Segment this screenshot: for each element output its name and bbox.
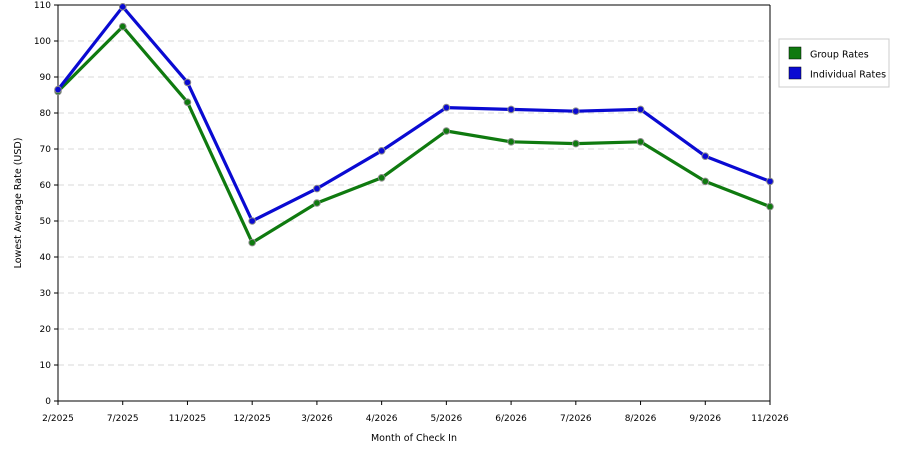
x-tick-label: 7/2025 xyxy=(107,414,139,424)
data-point-group-rates xyxy=(701,177,710,186)
data-point-individual-rates xyxy=(701,152,710,160)
y-tick-label: 90 xyxy=(40,73,52,83)
data-point-individual-rates xyxy=(636,105,645,114)
data-point-individual-rates xyxy=(118,3,127,11)
x-axis-title: Month of Check In xyxy=(371,433,457,444)
x-tick-label: 3/2026 xyxy=(301,414,333,424)
x-tick-label: 12/2025 xyxy=(233,414,270,424)
y-tick-label: 30 xyxy=(40,289,52,299)
data-point-individual-rates xyxy=(248,217,256,225)
data-point-individual-rates xyxy=(377,147,386,155)
data-series xyxy=(54,3,774,247)
data-point-individual-rates xyxy=(766,177,774,186)
data-point-group-rates xyxy=(572,139,580,148)
data-point-group-rates xyxy=(313,199,321,207)
y-tick-label: 0 xyxy=(45,397,51,407)
series-line-group-rates xyxy=(56,25,772,245)
data-point-group-rates xyxy=(636,138,645,146)
y-tick-label: 20 xyxy=(40,325,52,335)
data-point-group-rates xyxy=(118,22,127,31)
y-tick-label: 70 xyxy=(40,145,52,155)
data-point-individual-rates xyxy=(183,78,192,87)
y-tick-label: 60 xyxy=(40,181,52,191)
legend-swatch-group-rates xyxy=(788,46,802,60)
x-tick-label: 7/2026 xyxy=(560,414,592,424)
y-tick-label: 50 xyxy=(40,217,52,227)
data-point-group-rates xyxy=(442,127,451,135)
tick-labels: 0 10 20 30 40 50 60 70 80 90 100 110 2/2025 7/2025 11/… xyxy=(34,1,789,424)
data-point-group-rates xyxy=(183,98,192,106)
legend: Group Rates Individual Rates xyxy=(778,38,890,88)
x-tick-label: 9/2026 xyxy=(689,414,721,424)
data-point-individual-rates xyxy=(507,105,515,114)
x-tick-label: 6/2026 xyxy=(495,414,527,424)
y-tick-label: 100 xyxy=(34,37,51,47)
x-tick-label: 4/2026 xyxy=(366,414,398,424)
x-tick-label: 11/2026 xyxy=(751,414,789,424)
legend-swatch-individual-rates xyxy=(788,66,802,80)
x-tick-label: 2/2025 xyxy=(42,414,74,424)
data-point-individual-rates xyxy=(572,107,580,115)
data-point-group-rates xyxy=(507,138,515,146)
y-tick-label: 10 xyxy=(40,361,52,371)
legend-label-group-rates: Group Rates xyxy=(810,50,869,61)
x-tick-label: 8/2026 xyxy=(625,414,657,424)
x-tick-label: 5/2026 xyxy=(431,414,463,424)
y-tick-label: 80 xyxy=(40,109,52,119)
data-point-individual-rates xyxy=(313,184,321,193)
y-tick-label: 40 xyxy=(40,253,52,263)
data-point-individual-rates xyxy=(442,103,451,112)
data-point-group-rates xyxy=(377,174,386,182)
x-tick-label: 11/2025 xyxy=(169,414,206,424)
data-point-group-rates xyxy=(766,202,774,211)
data-point-group-rates xyxy=(248,238,256,247)
y-tick-label: 110 xyxy=(34,1,51,11)
y-axis-title: Lowest Average Rate (USD) xyxy=(13,138,24,269)
series-line-individual-rates xyxy=(56,5,772,223)
data-point-individual-rates xyxy=(54,85,62,94)
legend-label-individual-rates: Individual Rates xyxy=(810,70,886,81)
